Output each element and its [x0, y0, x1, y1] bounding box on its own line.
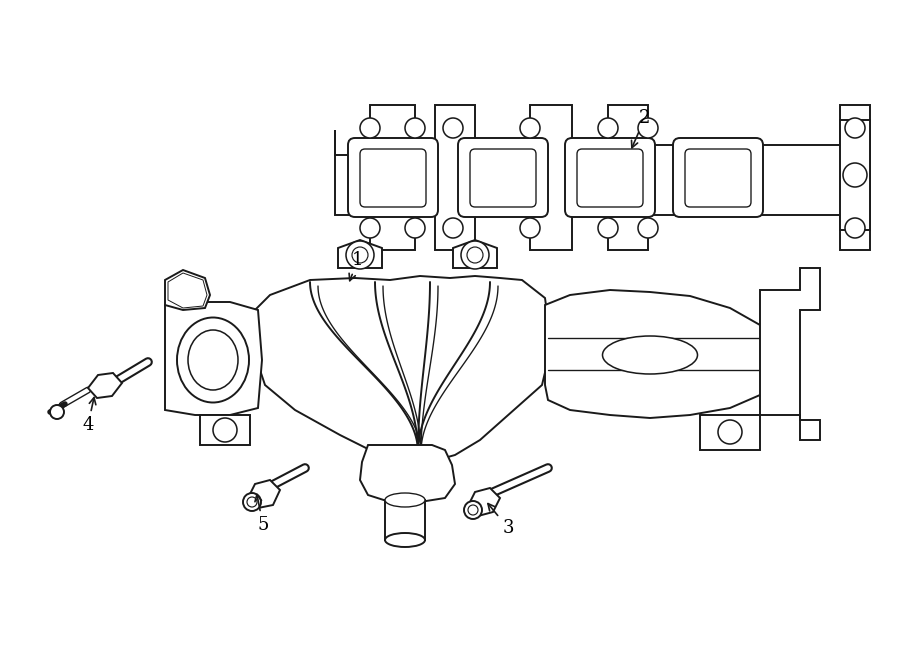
Circle shape: [718, 420, 742, 444]
Ellipse shape: [177, 317, 249, 403]
Circle shape: [443, 218, 463, 238]
Polygon shape: [335, 105, 870, 250]
Circle shape: [464, 501, 482, 519]
Text: 5: 5: [255, 494, 269, 534]
Circle shape: [520, 118, 540, 138]
Polygon shape: [248, 480, 280, 508]
Ellipse shape: [385, 493, 425, 507]
Text: 3: 3: [488, 504, 514, 537]
Polygon shape: [700, 415, 760, 450]
Polygon shape: [200, 415, 250, 445]
FancyBboxPatch shape: [577, 149, 643, 207]
Circle shape: [520, 218, 540, 238]
Polygon shape: [840, 120, 870, 230]
Polygon shape: [453, 240, 497, 268]
Polygon shape: [165, 270, 210, 310]
Circle shape: [213, 418, 237, 442]
Polygon shape: [168, 273, 207, 308]
Text: 2: 2: [632, 109, 651, 148]
Ellipse shape: [385, 533, 425, 547]
Polygon shape: [760, 268, 820, 440]
Circle shape: [638, 118, 658, 138]
Polygon shape: [545, 290, 775, 418]
Text: 4: 4: [82, 397, 95, 434]
Circle shape: [845, 118, 865, 138]
Polygon shape: [255, 276, 548, 465]
Circle shape: [405, 218, 425, 238]
FancyBboxPatch shape: [673, 138, 763, 217]
Circle shape: [247, 497, 257, 507]
Circle shape: [405, 118, 425, 138]
FancyBboxPatch shape: [685, 149, 751, 207]
Circle shape: [346, 241, 374, 269]
Circle shape: [50, 405, 64, 419]
FancyBboxPatch shape: [348, 138, 438, 217]
Polygon shape: [165, 302, 262, 415]
Circle shape: [467, 247, 483, 263]
Circle shape: [243, 493, 261, 511]
Circle shape: [352, 247, 368, 263]
Circle shape: [360, 118, 380, 138]
Text: 1: 1: [349, 251, 364, 281]
FancyBboxPatch shape: [470, 149, 536, 207]
Ellipse shape: [188, 330, 238, 390]
Circle shape: [598, 118, 618, 138]
Circle shape: [843, 163, 867, 187]
Polygon shape: [468, 488, 500, 516]
Circle shape: [360, 218, 380, 238]
Circle shape: [461, 241, 489, 269]
Polygon shape: [338, 240, 382, 268]
Circle shape: [443, 118, 463, 138]
FancyBboxPatch shape: [458, 138, 548, 217]
FancyBboxPatch shape: [565, 138, 655, 217]
Circle shape: [468, 505, 478, 515]
Circle shape: [638, 218, 658, 238]
Polygon shape: [360, 445, 455, 502]
Polygon shape: [385, 500, 425, 540]
Polygon shape: [88, 373, 122, 398]
Circle shape: [845, 218, 865, 238]
FancyBboxPatch shape: [360, 149, 426, 207]
Ellipse shape: [602, 336, 698, 374]
Circle shape: [598, 218, 618, 238]
